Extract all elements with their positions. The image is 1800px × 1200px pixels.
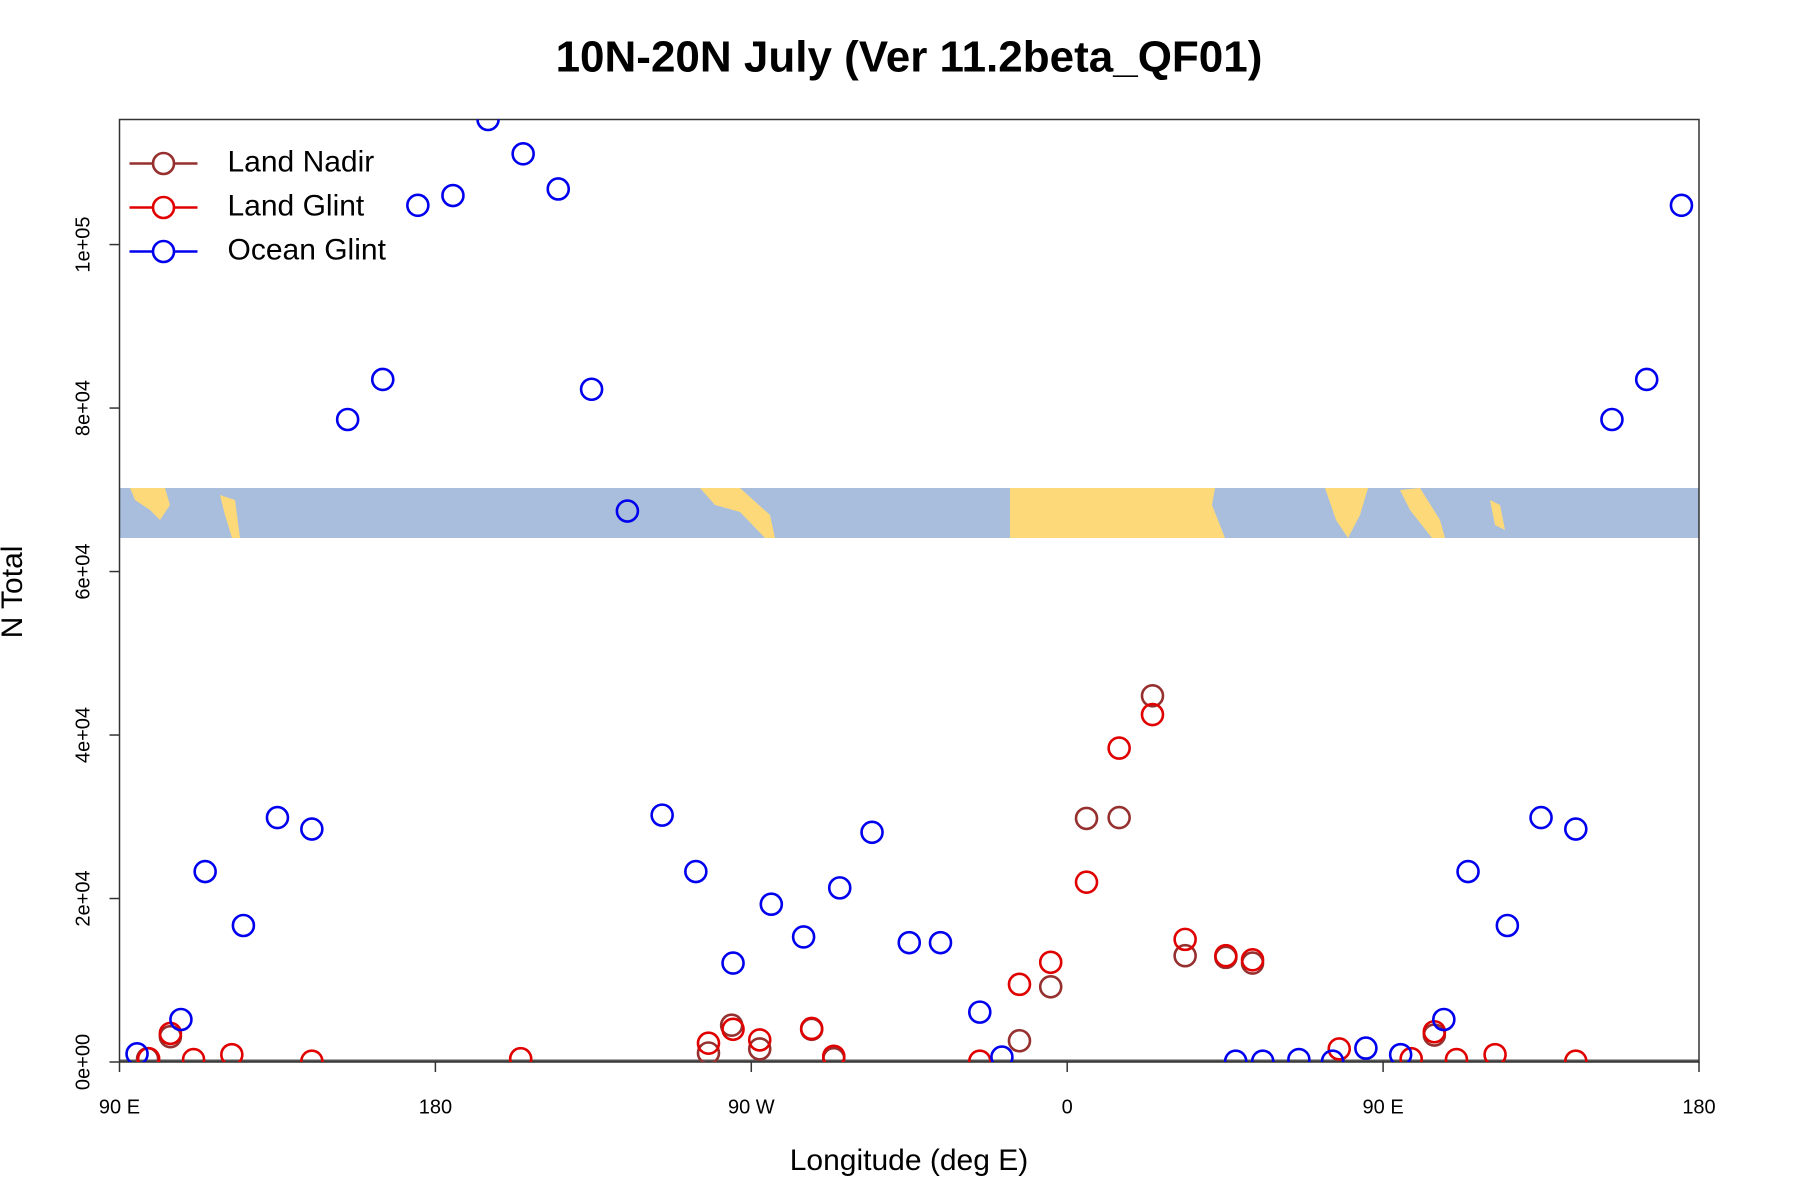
marker: [721, 1017, 745, 1042]
marker: [650, 803, 674, 827]
marker: [335, 407, 360, 432]
marker: [897, 930, 922, 955]
y-tick-label: 4e+04: [72, 707, 94, 763]
marker: [684, 859, 708, 884]
legend-label: Ocean Glint: [228, 233, 387, 266]
legend-marker: [151, 195, 176, 220]
marker: [231, 913, 256, 938]
x-axis-label: Longitude (deg E): [790, 1144, 1029, 1177]
marker: [799, 1016, 824, 1041]
marker: [181, 1047, 206, 1062]
marker: [1563, 817, 1588, 841]
marker: [1483, 1042, 1507, 1062]
marker: [1327, 1037, 1352, 1061]
legend-marker: [151, 239, 176, 264]
marker: [1432, 1007, 1456, 1032]
marker: [1634, 367, 1659, 392]
marker: [1320, 1049, 1345, 1062]
marker: [1038, 950, 1063, 975]
marker: [220, 1042, 244, 1062]
marker: [827, 876, 852, 900]
marker: [1007, 1028, 1032, 1053]
marker: [1107, 805, 1131, 830]
marker: [1564, 1049, 1588, 1062]
marker: [300, 817, 324, 841]
y-tick-label: 2e+04: [72, 870, 94, 926]
marker: [1444, 1047, 1469, 1062]
marker: [1140, 702, 1165, 727]
marker: [1140, 683, 1165, 708]
marker: [821, 1046, 846, 1062]
marker: [300, 1049, 324, 1062]
marker: [1074, 870, 1099, 894]
x-tick-label: 90 W: [728, 1096, 775, 1118]
marker: [615, 499, 640, 523]
x-tick-label: 0: [1062, 1096, 1073, 1118]
marker: [370, 367, 395, 392]
marker: [928, 930, 953, 955]
marker: [990, 1045, 1014, 1062]
x-tick-label: 180: [419, 1096, 452, 1118]
marker: [265, 805, 290, 830]
marker: [508, 1046, 533, 1062]
marker: [579, 377, 604, 402]
map-strip: [119, 488, 1699, 538]
marker: [721, 951, 745, 975]
plot-frame: [118, 118, 1700, 1063]
marker: [696, 1031, 721, 1055]
marker: [1173, 927, 1197, 952]
marker: [1038, 974, 1063, 999]
marker: [696, 1041, 721, 1062]
marker: [1529, 805, 1553, 830]
marker: [546, 177, 571, 201]
markers: [125, 119, 1694, 1062]
marker: [821, 1044, 846, 1062]
y-axis-label: N Total: [0, 546, 29, 639]
marker: [136, 1046, 161, 1062]
marker: [1240, 948, 1265, 972]
x-tick-label: 90 E: [1363, 1096, 1404, 1118]
marker: [406, 193, 430, 218]
marker: [169, 1007, 193, 1032]
legend-label: Land Glint: [228, 189, 365, 222]
marker: [968, 1000, 992, 1024]
y-tick-label: 6e+04: [72, 543, 94, 599]
marker: [860, 820, 884, 845]
marker: [759, 892, 784, 917]
marker: [511, 142, 535, 166]
marker: [1600, 407, 1624, 432]
marker: [1456, 859, 1480, 884]
marker: [1223, 1049, 1248, 1062]
legend-label: Land Nadir: [228, 145, 375, 178]
x-tick-label: 90 E: [99, 1096, 140, 1118]
marker: [1399, 1046, 1423, 1062]
marker: [1354, 1036, 1378, 1060]
marker: [1287, 1047, 1311, 1062]
legend-marker: [151, 151, 176, 176]
marker: [1074, 806, 1099, 831]
chart-title: 10N-20N July (Ver 11.2beta_QF01): [556, 33, 1263, 82]
y-tick-label: 1e+05: [72, 216, 94, 272]
marker: [791, 925, 816, 949]
marker: [476, 119, 500, 132]
marker: [747, 1028, 772, 1052]
marker: [125, 1042, 149, 1062]
marker: [1388, 1042, 1413, 1062]
marker: [193, 859, 217, 884]
marker: [1007, 972, 1032, 997]
marker: [1107, 736, 1131, 760]
x-tick-label: 180: [1682, 1096, 1715, 1118]
y-tick-label: 8e+04: [72, 380, 94, 436]
marker: [1214, 943, 1238, 968]
marker: [1173, 943, 1197, 968]
marker: [747, 1037, 772, 1061]
marker: [1669, 193, 1694, 218]
marker: [968, 1049, 992, 1062]
marker: [1250, 1049, 1275, 1062]
marker: [441, 183, 465, 208]
y-tick-label: 0e+00: [72, 1034, 94, 1090]
marker: [1495, 913, 1520, 938]
